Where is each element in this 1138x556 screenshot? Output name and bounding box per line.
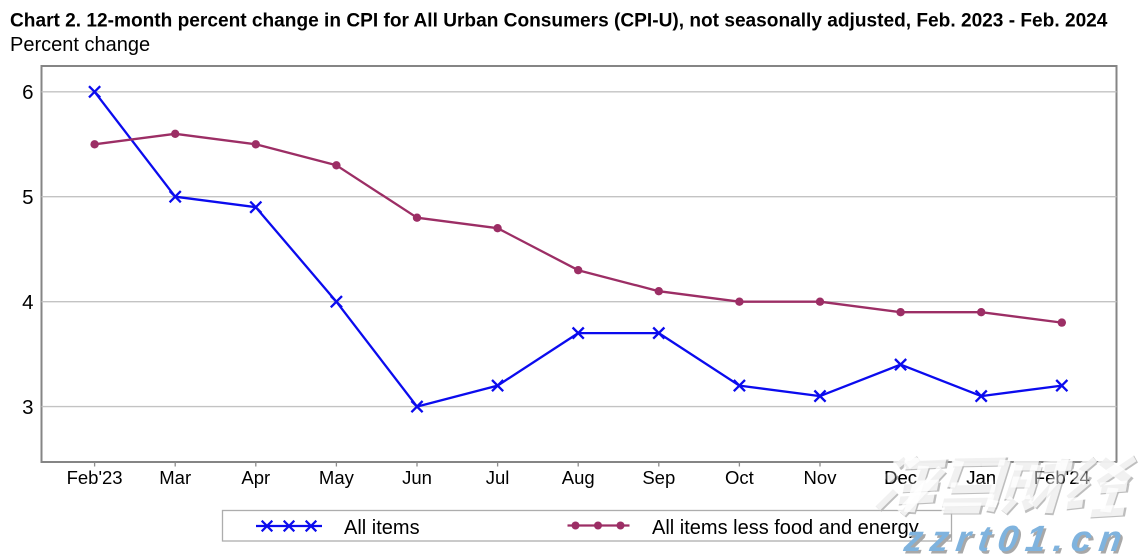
svg-text:All items less food and energy: All items less food and energy (652, 517, 919, 539)
svg-text:Feb'23: Feb'23 (67, 467, 123, 488)
svg-text:Mar: Mar (159, 467, 191, 488)
svg-text:Feb'24: Feb'24 (1034, 467, 1090, 488)
svg-text:All items: All items (344, 517, 420, 539)
svg-text:zzrt01.cn: zzrt01.cn (901, 518, 1132, 556)
svg-text:Aug: Aug (562, 467, 595, 488)
svg-text:Jun: Jun (402, 467, 432, 488)
svg-text:May: May (319, 467, 355, 488)
svg-text:Dec: Dec (884, 467, 917, 488)
svg-text:Sep: Sep (642, 467, 675, 488)
svg-text:4: 4 (22, 291, 33, 314)
svg-text:Apr: Apr (241, 467, 270, 488)
svg-text:Chart 2. 12-month percent chan: Chart 2. 12-month percent change in CPI … (10, 11, 1108, 32)
svg-text:5: 5 (22, 186, 33, 209)
svg-text:zzrt01.cn: zzrt01.cn (903, 520, 1134, 556)
svg-text:Nov: Nov (804, 467, 838, 488)
svg-text:6: 6 (22, 81, 33, 104)
svg-text:3: 3 (22, 396, 33, 419)
svg-text:Jan: Jan (966, 467, 996, 488)
svg-text:Percent change: Percent change (10, 34, 150, 56)
svg-text:Oct: Oct (725, 467, 754, 488)
svg-text:Jul: Jul (486, 467, 510, 488)
